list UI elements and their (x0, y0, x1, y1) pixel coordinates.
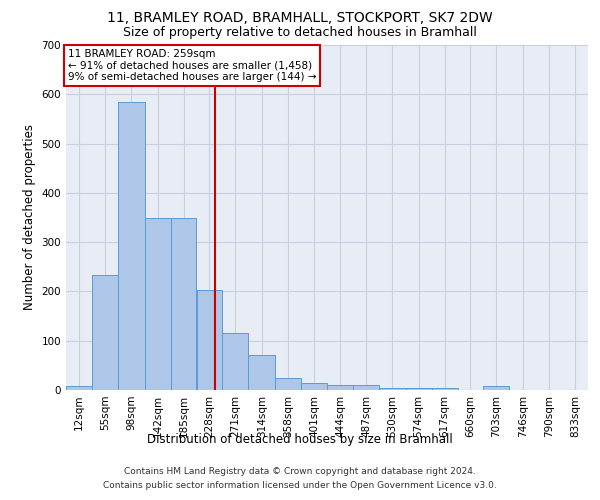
Bar (275, 378, 301, 390)
Bar (406, 388, 431, 390)
Y-axis label: Number of detached properties: Number of detached properties (23, 124, 36, 310)
Bar (431, 388, 458, 390)
Bar (301, 382, 327, 390)
Bar (353, 385, 379, 390)
Bar (170, 218, 196, 390)
Bar (248, 354, 275, 390)
Text: Contains HM Land Registry data © Crown copyright and database right 2024.: Contains HM Land Registry data © Crown c… (124, 468, 476, 476)
Bar (118, 102, 145, 390)
Bar (66, 386, 92, 390)
Bar (327, 385, 353, 390)
Text: 11 BRAMLEY ROAD: 259sqm
← 91% of detached houses are smaller (1,458)
9% of semi-: 11 BRAMLEY ROAD: 259sqm ← 91% of detache… (68, 49, 316, 82)
Text: 11, BRAMLEY ROAD, BRAMHALL, STOCKPORT, SK7 2DW: 11, BRAMLEY ROAD, BRAMHALL, STOCKPORT, S… (107, 11, 493, 25)
Bar (197, 290, 223, 390)
Bar (223, 334, 248, 390)
Bar (92, 274, 118, 390)
Text: Contains public sector information licensed under the Open Government Licence v3: Contains public sector information licen… (103, 481, 497, 490)
Text: Distribution of detached houses by size in Bramhall: Distribution of detached houses by size … (147, 432, 453, 446)
Bar (379, 388, 406, 390)
Text: Size of property relative to detached houses in Bramhall: Size of property relative to detached ho… (123, 26, 477, 39)
Bar (145, 218, 170, 390)
Bar (484, 386, 509, 390)
